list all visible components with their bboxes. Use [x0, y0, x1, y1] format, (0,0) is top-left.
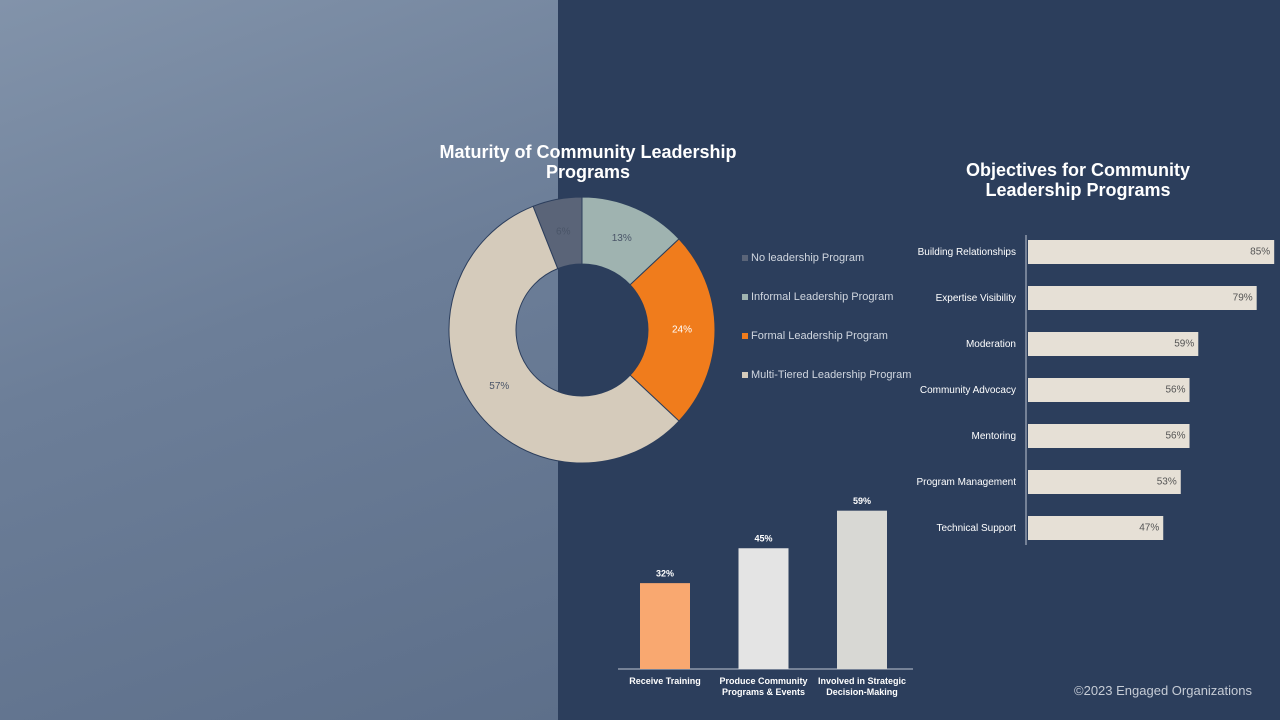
category-label: Program Management: [916, 476, 1017, 488]
category-label: Moderation: [965, 338, 1016, 350]
bar: [640, 583, 690, 669]
data-label: 56%: [1166, 385, 1186, 396]
bar: [1028, 286, 1257, 310]
chart-title: Objectives for Community Leadership Prog…: [965, 160, 1191, 200]
legend-label: Formal Leadership Program: [751, 330, 888, 342]
bar: [1028, 378, 1190, 402]
data-label: 47%: [1139, 523, 1159, 534]
category-label: Involved in Strategic Decision-Making: [817, 676, 907, 697]
data-label: 57%: [489, 381, 509, 392]
data-label: 79%: [1233, 293, 1253, 304]
bar: [738, 548, 789, 669]
category-label: Expertise Visibility: [935, 292, 1016, 304]
data-label: 13%: [612, 233, 632, 244]
legend-swatch: [742, 333, 748, 339]
bar: [1028, 424, 1190, 448]
category-label: Technical Support: [936, 522, 1017, 534]
legend-swatch: [742, 294, 748, 300]
legend-label: Multi-Tiered Leadership Program: [751, 369, 912, 381]
footer: ©2023 Engaged Organizations: [1074, 683, 1252, 698]
category-label: Produce Community Programs & Events: [719, 676, 808, 697]
bar: [1028, 332, 1199, 356]
data-label: 85%: [1250, 247, 1270, 258]
donut-slice: [448, 205, 680, 464]
legend-swatch: [742, 372, 748, 378]
data-label: 56%: [1166, 431, 1186, 442]
category-label: Building Relationships: [917, 246, 1016, 258]
category-label: Mentoring: [971, 430, 1016, 442]
data-label: 59%: [853, 496, 871, 506]
bar: [1028, 516, 1164, 540]
donut-slice: [629, 238, 716, 422]
data-label: 53%: [1157, 477, 1177, 488]
legend-label: Informal Leadership Program: [751, 291, 894, 303]
category-label: Community Advocacy: [919, 384, 1016, 396]
bar: [1028, 470, 1181, 494]
data-label: 45%: [754, 534, 772, 544]
legend-label: No leadership Program: [751, 252, 865, 264]
bar: [1028, 240, 1275, 264]
category-label: Receive Training: [629, 676, 701, 686]
chart-title: Maturity of Community Leadership Program…: [439, 142, 737, 182]
bar: [837, 510, 887, 669]
data-label: 24%: [672, 325, 692, 336]
data-label: 32%: [656, 569, 674, 579]
data-label: 59%: [1174, 339, 1194, 350]
legend-swatch: [742, 255, 748, 261]
data-label: 6%: [556, 226, 571, 237]
